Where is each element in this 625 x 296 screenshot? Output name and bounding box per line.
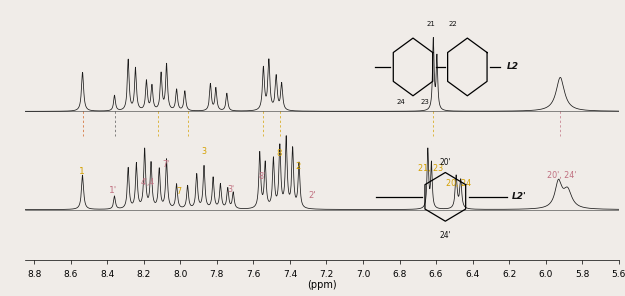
Text: 21, 23: 21, 23 — [418, 164, 443, 173]
Text: 3: 3 — [201, 147, 206, 156]
Text: 1': 1' — [109, 186, 117, 195]
Text: 20': 20' — [439, 158, 451, 167]
Text: 20, 24: 20, 24 — [446, 178, 471, 188]
Text: 8': 8' — [258, 172, 265, 181]
Text: 22: 22 — [448, 21, 457, 27]
Text: L2': L2' — [511, 192, 526, 201]
Text: 20', 24': 20', 24' — [548, 171, 577, 180]
Text: 1: 1 — [79, 168, 84, 176]
Text: 21: 21 — [426, 21, 435, 27]
Text: 3': 3' — [228, 185, 235, 194]
Text: 8: 8 — [276, 149, 282, 158]
X-axis label: (ppm): (ppm) — [307, 280, 337, 290]
Text: 24': 24' — [439, 231, 451, 240]
Text: 24: 24 — [397, 99, 406, 105]
Text: 7': 7' — [162, 160, 169, 169]
Text: 2: 2 — [296, 162, 301, 171]
Text: 2': 2' — [308, 191, 316, 200]
Text: 7: 7 — [177, 186, 182, 196]
Text: 23: 23 — [420, 99, 429, 105]
Text: L2: L2 — [507, 62, 519, 71]
Text: 4',4: 4',4 — [140, 178, 154, 187]
